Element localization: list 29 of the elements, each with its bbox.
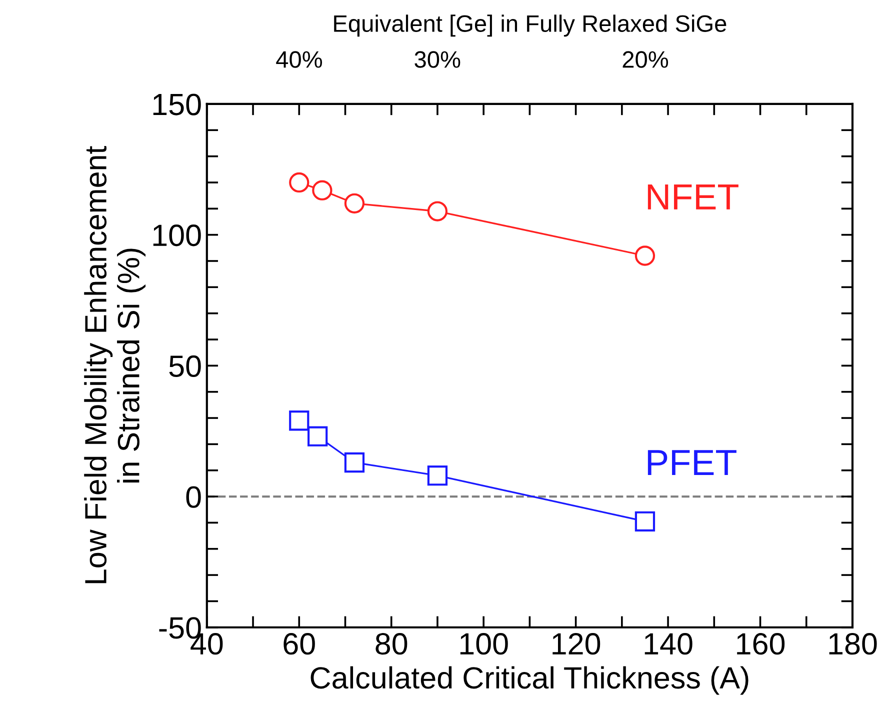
x-tick-label: 140 xyxy=(644,633,692,655)
x-tick-label: 80 xyxy=(376,633,408,655)
x-tick-label: 160 xyxy=(737,633,785,655)
point xyxy=(634,511,656,532)
series-label: PFET xyxy=(648,450,736,476)
point xyxy=(312,180,332,200)
point xyxy=(344,193,365,214)
x-tick-label: 100 xyxy=(460,633,508,655)
y-axis-title: Low Field Mobility Enhancement in Strained Si (%) xyxy=(84,146,146,584)
y-tick-label: 150 xyxy=(153,94,201,116)
point xyxy=(308,426,328,446)
chart-title: Equivalent [Ge] in Fully Relaxed SiGe xyxy=(334,14,726,37)
y-tick-label: 50 xyxy=(169,355,201,378)
point xyxy=(427,201,448,222)
point xyxy=(634,246,656,266)
x-tick-label: 180 xyxy=(829,633,877,655)
y-tick-label: 100 xyxy=(153,224,201,246)
series-label: NFET xyxy=(648,184,738,210)
point xyxy=(427,466,448,486)
point xyxy=(289,172,310,193)
x-tick-label: 120 xyxy=(552,633,600,655)
y-tick-label: 0 xyxy=(186,486,201,508)
text: 30% xyxy=(414,51,460,68)
text: 40% xyxy=(276,51,322,68)
x-axis-title: Calculated Critical Thickness (A) xyxy=(310,666,748,695)
x-tick-label: 60 xyxy=(284,633,315,655)
text: 20% xyxy=(622,51,668,68)
point xyxy=(289,410,310,431)
point xyxy=(344,452,365,473)
